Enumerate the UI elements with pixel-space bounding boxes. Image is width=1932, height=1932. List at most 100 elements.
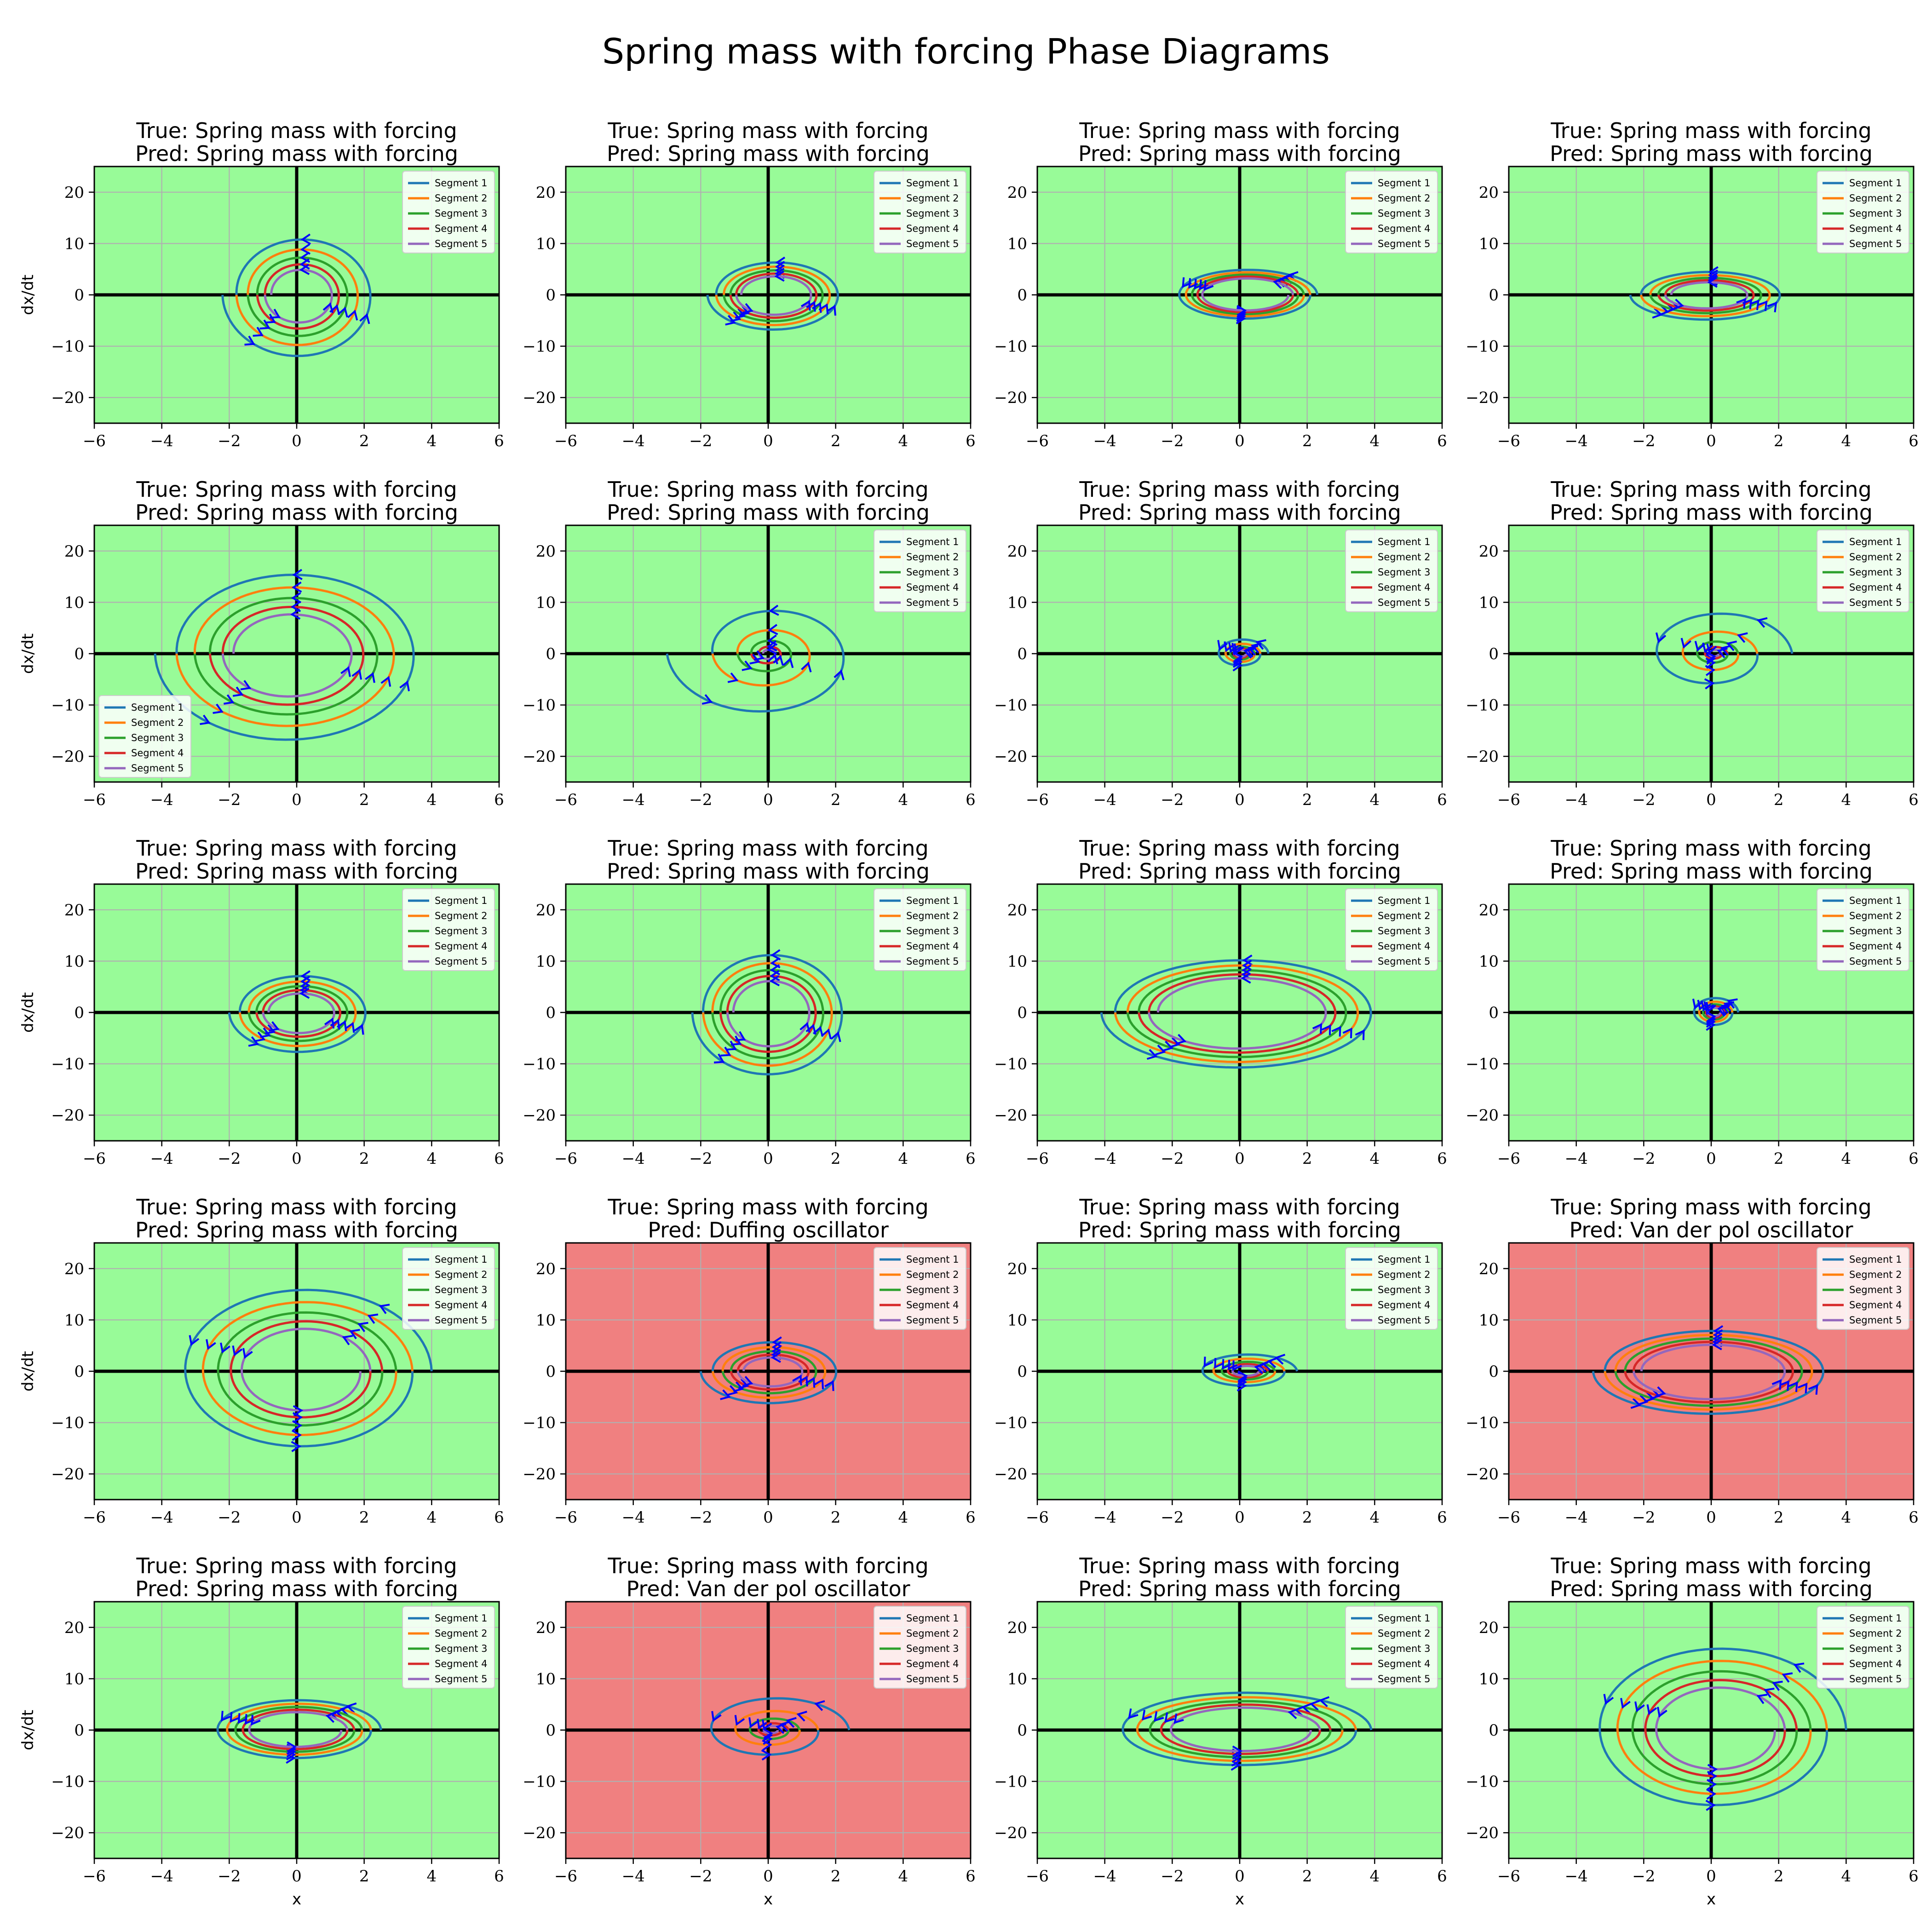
direction-arrow <box>1242 960 1253 971</box>
legend-entry: Segment 1 <box>435 178 488 189</box>
direction-arrow <box>735 308 746 319</box>
y-tick-label: −10 <box>51 1414 84 1432</box>
direction-arrow <box>1233 643 1244 655</box>
direction-arrow <box>749 654 760 665</box>
legend-entry: Segment 4 <box>1378 1300 1431 1311</box>
trajectory-segment-5 <box>1664 281 1748 310</box>
legend-entry: Segment 1 <box>906 895 959 906</box>
direction-arrow <box>742 660 753 671</box>
direction-arrow <box>220 1342 230 1354</box>
x-tick-label: 0 <box>1235 791 1245 809</box>
trajectory-segment-1 <box>221 238 372 357</box>
legend-entry: Segment 2 <box>906 1269 959 1280</box>
direction-arrow <box>1228 1360 1238 1371</box>
subplot-pred-label: Pred: Spring mass with forcing <box>135 1576 458 1601</box>
x-tick-label: −4 <box>150 1150 173 1168</box>
direction-arrow <box>206 1339 216 1350</box>
x-tick-label: 4 <box>427 1150 437 1168</box>
legend: Segment 1 Segment 2 Segment 3 Segment 4 Segm… <box>874 1606 966 1689</box>
direction-arrow <box>213 703 224 714</box>
x-tick-label: 6 <box>1437 791 1447 809</box>
direction-arrow <box>1705 1001 1716 1013</box>
direction-arrow <box>782 657 794 668</box>
legend-box <box>1817 1247 1909 1330</box>
x-tick-label: 4 <box>898 1150 908 1168</box>
x-tick-label: 2 <box>359 432 369 450</box>
legend-entry: Segment 5 <box>435 1315 488 1326</box>
x-tick-label: 4 <box>1841 432 1852 450</box>
legend-entry: Segment 1 <box>1378 895 1431 906</box>
trajectory-segment-3 <box>721 1350 817 1395</box>
direction-arrow <box>260 1027 271 1038</box>
subplot-pred-label: Pred: Spring mass with forcing <box>607 859 930 884</box>
direction-arrow <box>1701 1000 1712 1012</box>
trajectory-segment-1 <box>691 954 843 1075</box>
legend: Segment 1 Segment 2 Segment 3 Segment 4 Segm… <box>402 1606 495 1689</box>
x-tick-label: 2 <box>1302 791 1312 809</box>
direction-arrow <box>1717 647 1728 658</box>
direction-arrow <box>763 1728 773 1739</box>
direction-arrow <box>1655 1386 1666 1397</box>
y-tick-label: −10 <box>994 696 1027 715</box>
trajectory-segment-4 <box>750 645 782 665</box>
legend: Segment 1 Segment 2 Segment 3 Segment 4 Segm… <box>1345 529 1438 612</box>
trajectory-segment-2 <box>1640 274 1771 317</box>
direction-arrow <box>738 1378 749 1389</box>
direction-arrow <box>727 1385 738 1396</box>
legend-entry: Segment 4 <box>435 1300 488 1311</box>
direction-arrow <box>1620 1698 1631 1709</box>
subplot-true-label: True: Spring mass with forcing <box>136 1195 457 1219</box>
x-tick-label: −6 <box>1026 1867 1049 1886</box>
x-tick-label: 4 <box>898 1867 908 1886</box>
direction-arrow <box>748 1717 759 1728</box>
subplot-pred-label: Pred: Spring mass with forcing <box>607 141 930 166</box>
direction-arrow <box>232 1345 243 1357</box>
x-tick-label: 2 <box>831 432 841 450</box>
direction-arrow <box>767 653 778 665</box>
direction-arrow <box>1312 1023 1322 1034</box>
y-tick-label: 10 <box>64 593 84 612</box>
direction-arrow <box>1749 299 1760 310</box>
x-tick-label: −2 <box>689 791 712 809</box>
trajectory-segment-4 <box>256 263 340 330</box>
direction-arrow <box>291 1430 302 1441</box>
direction-arrow <box>1237 1370 1248 1382</box>
y-tick-label: 10 <box>1479 593 1499 612</box>
trajectory-segment-1 <box>710 1697 851 1756</box>
legend-entry: Segment 3 <box>1849 567 1902 578</box>
x-tick-label: 2 <box>831 1150 841 1168</box>
trajectory-segment-5 <box>1633 1343 1786 1401</box>
y-tick-label: −10 <box>51 338 84 356</box>
subplot-pred-label: Pred: Spring mass with forcing <box>1078 1218 1401 1242</box>
direction-arrow <box>291 592 302 604</box>
legend: Segment 1 Segment 2 Segment 3 Segment 4 Segm… <box>874 171 966 253</box>
y-tick-label: 10 <box>1007 235 1027 253</box>
x-tick-label: −6 <box>83 1150 106 1168</box>
legend-entry: Segment 2 <box>1378 1269 1431 1280</box>
y-tick-label: −20 <box>1466 748 1499 766</box>
subplot-pred-label: Pred: Spring mass with forcing <box>135 859 458 884</box>
trajectory-segment-3 <box>193 597 379 716</box>
trajectory-segment-2 <box>226 1702 372 1756</box>
trajectory-segment-5 <box>735 275 812 316</box>
y-tick-label: 0 <box>74 286 84 305</box>
direction-arrow <box>814 1700 825 1711</box>
y-tick-label: 10 <box>1007 1670 1027 1688</box>
legend-entry: Segment 3 <box>435 1643 488 1654</box>
legend-box <box>874 1606 966 1689</box>
y-tick-label: −10 <box>1466 696 1499 715</box>
legend-entry: Segment 3 <box>1849 926 1902 937</box>
direction-arrow <box>379 1304 390 1314</box>
legend-entry: Segment 2 <box>906 552 959 563</box>
x-tick-label: −4 <box>622 432 645 450</box>
direction-arrow <box>1727 998 1738 1009</box>
legend-entry: Segment 3 <box>906 208 959 219</box>
x-tick-label: 2 <box>1302 1508 1312 1527</box>
x-tick-label: 4 <box>898 1508 908 1527</box>
trajectory-segment-2 <box>702 962 833 1067</box>
direction-arrow <box>347 310 358 321</box>
subplot-pred-label: Pred: Van der pol oscillator <box>1569 1218 1853 1242</box>
direction-arrow <box>345 1022 355 1033</box>
